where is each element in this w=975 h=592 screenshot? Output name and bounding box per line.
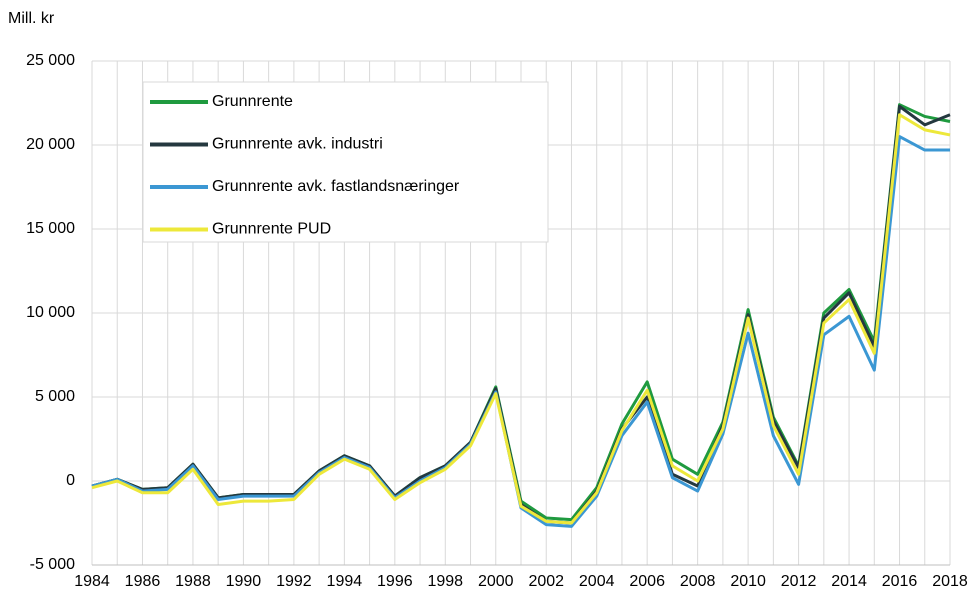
x-tick-label: 2004 (579, 573, 615, 590)
x-tick-label: 2018 (932, 573, 968, 590)
series-line (91, 113, 951, 525)
legend-label: Grunnrente avk. industri (212, 136, 383, 153)
y-tick-label: 5 000 (35, 388, 75, 405)
x-tick-label: 1986 (125, 573, 161, 590)
x-tick-label: 2014 (831, 573, 867, 590)
x-tick-label: 2006 (629, 573, 665, 590)
legend-label: Grunnrente avk. fastlandsnæringer (212, 178, 460, 195)
x-tick-label: 1990 (226, 573, 262, 590)
x-tick-label: 2010 (730, 573, 766, 590)
x-tick-label: 2012 (781, 573, 817, 590)
x-tick-label: 1992 (276, 573, 312, 590)
y-axis-label: Mill. kr (8, 10, 55, 27)
legend-label: Grunnrente PUD (212, 221, 331, 238)
x-tick-label: 1988 (175, 573, 211, 590)
x-tick-label: 2000 (478, 573, 514, 590)
y-tick-label: 15 000 (26, 220, 75, 237)
legend-label: Grunnrente (212, 93, 293, 110)
x-tick-label: 1994 (327, 573, 363, 590)
x-tick-label: 1996 (377, 573, 413, 590)
x-tick-label: 1998 (427, 573, 463, 590)
x-tick-label: 2002 (528, 573, 564, 590)
y-tick-label: 25 000 (26, 52, 75, 69)
y-tick-label: -5 000 (30, 556, 75, 573)
y-tick-label: 20 000 (26, 136, 75, 153)
x-tick-label: 2008 (680, 573, 716, 590)
legend-box (142, 81, 549, 243)
x-tick-label: 2016 (882, 573, 918, 590)
y-tick-label: 0 (66, 472, 75, 489)
legend: Grunnrente Grunnrente avk. industri Grunnr… (142, 81, 549, 243)
x-tick-label: 1984 (74, 573, 110, 590)
y-tick-label: 10 000 (26, 304, 75, 321)
